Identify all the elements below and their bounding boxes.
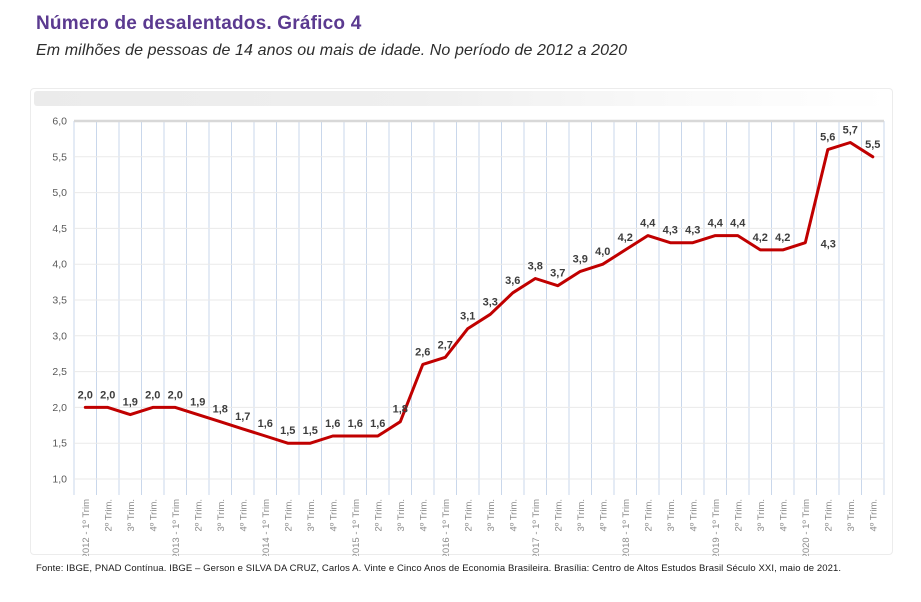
x-tick-label: 2013 - 1º Trim	[171, 499, 182, 556]
point-value-label: 4,3	[685, 225, 700, 237]
x-tick-label: 3º Trim.	[756, 499, 767, 532]
x-tick-label: 2º Trim.	[283, 499, 294, 532]
point-value-label: 3,9	[573, 253, 588, 265]
x-tick-label: 2º Trim.	[643, 499, 654, 532]
point-value-label: 4,0	[595, 246, 610, 258]
x-tick-label: 2º Trim.	[193, 499, 204, 532]
y-tick-label: 6,0	[52, 116, 67, 128]
x-tick-label: 2017 - 1º Trim	[531, 499, 542, 556]
point-value-label: 3,3	[483, 296, 498, 308]
point-value-label: 1,6	[325, 418, 340, 430]
x-tick-label: 4º Trim.	[148, 499, 159, 532]
point-value-label: 2,0	[100, 389, 115, 401]
y-tick-label: 4,5	[52, 223, 67, 235]
point-value-label: 2,6	[415, 346, 430, 358]
x-tick-label: 2º Trim.	[463, 499, 474, 532]
point-value-label: 4,4	[708, 218, 724, 230]
y-axis-labels: 6,0 5,5 5,0 4,5 4,0 3,5 3,0 2,5 2,0 1,5 1,0	[52, 116, 67, 486]
chart-top-strip	[34, 91, 889, 106]
x-tick-label: 4º Trim.	[688, 499, 699, 532]
x-tick-label: 3º Trim.	[216, 499, 227, 532]
x-tick-label: 2º Trim.	[373, 499, 384, 532]
point-value-label: 3,1	[460, 311, 475, 323]
x-tick-label: 4º Trim.	[508, 499, 519, 532]
y-tick-label: 2,0	[52, 402, 67, 414]
x-tick-label: 2014 - 1º Trim	[261, 499, 272, 556]
x-tick-label: 2019 - 1º Trim	[711, 499, 722, 556]
y-tick-label: 3,5	[52, 295, 67, 307]
point-value-label: 4,3	[663, 225, 678, 237]
vertical-gridlines	[73, 121, 885, 495]
y-tick-label: 1,0	[52, 474, 67, 486]
x-tick-label: 4º Trim.	[868, 499, 879, 532]
point-value-label: 4,2	[753, 232, 768, 244]
x-tick-label: 3º Trim.	[306, 499, 317, 532]
x-tick-label: 2018 - 1º Trim	[621, 499, 632, 556]
horizontal-gridlines	[74, 119, 884, 480]
point-value-label: 4,2	[618, 232, 633, 244]
x-tick-label: 3º Trim.	[396, 499, 407, 532]
point-value-label: 1,6	[370, 418, 385, 430]
point-value-label: 4,3	[821, 239, 836, 251]
x-tick-label: 2015 - 1º Trim	[351, 499, 362, 556]
y-tick-label: 2,5	[52, 366, 67, 378]
point-value-label: 3,7	[550, 268, 565, 280]
x-tick-label: 3º Trim.	[126, 499, 137, 532]
point-value-label: 2,0	[145, 389, 160, 401]
point-value-label: 4,4	[730, 218, 746, 230]
page-title: Número de desalentados. Gráfico 4	[36, 13, 362, 34]
x-tick-label: 3º Trim.	[486, 499, 497, 532]
point-value-label: 5,5	[865, 139, 880, 151]
x-tick-label: 4º Trim.	[238, 499, 249, 532]
point-value-label: 1,7	[235, 411, 250, 423]
point-value-label: 4,2	[775, 232, 790, 244]
point-value-label: 3,6	[505, 275, 520, 287]
series-line	[83, 141, 875, 445]
point-value-label: 1,9	[123, 397, 138, 409]
point-value-label: 1,9	[190, 397, 205, 409]
x-tick-label: 2º Trim.	[103, 499, 114, 532]
x-tick-label: 2016 - 1º Trim	[441, 499, 452, 556]
point-labels: 2,0 2,0 1,9 2,0 2,0 1,9 1,8 1,7 1,6 1,5 1,5 1,6 1,6 1…	[78, 124, 881, 437]
point-value-label: 1,8	[393, 404, 408, 416]
x-tick-label: 3º Trim.	[846, 499, 857, 532]
point-value-label: 2,0	[168, 389, 183, 401]
x-tick-label: 2º Trim.	[553, 499, 564, 532]
x-tick-label: 2º Trim.	[733, 499, 744, 532]
source-note: Fonte: IBGE, PNAD Contínua. IBGE – Gerso…	[36, 563, 842, 574]
y-tick-label: 1,5	[52, 438, 67, 450]
page-subtitle: Em milhões de pessoas de 14 anos ou mais…	[36, 42, 628, 59]
point-value-label: 5,6	[820, 132, 835, 144]
x-tick-label: 3º Trim.	[666, 499, 677, 532]
x-axis-labels: 2012 - 1º Trim 2º Trim. 3º Trim. 4º Trim. 20…	[81, 499, 880, 556]
point-value-label: 1,6	[348, 418, 363, 430]
point-value-label: 4,4	[640, 218, 656, 230]
x-tick-label: 4º Trim.	[778, 499, 789, 532]
y-tick-label: 3,0	[52, 330, 67, 342]
x-tick-label: 2020 - 1º Trim	[801, 499, 812, 556]
point-value-label: 1,5	[303, 425, 318, 437]
point-value-label: 5,7	[843, 124, 858, 136]
y-tick-label: 5,0	[52, 187, 67, 199]
point-value-label: 1,8	[213, 404, 228, 416]
x-tick-label: 4º Trim.	[598, 499, 609, 532]
line-chart: 6,0 5,5 5,0 4,5 4,0 3,5 3,0 2,5 2,0 1,5 1,0 2012 - …	[52, 116, 885, 556]
chart-container: 6,0 5,5 5,0 4,5 4,0 3,5 3,0 2,5 2,0 1,5 1,0 2012 - …	[30, 88, 893, 556]
point-value-label: 1,5	[280, 425, 295, 437]
y-tick-label: 4,0	[52, 259, 67, 271]
point-value-label: 1,6	[258, 418, 273, 430]
point-value-label: 3,8	[528, 261, 543, 273]
x-tick-label: 2º Trim.	[823, 499, 834, 532]
point-value-label: 2,0	[78, 389, 93, 401]
x-tick-label: 4º Trim.	[328, 499, 339, 532]
x-tick-label: 2012 - 1º Trim	[81, 499, 92, 556]
y-tick-label: 5,5	[52, 151, 67, 163]
x-tick-label: 3º Trim.	[576, 499, 587, 532]
point-value-label: 2,7	[438, 339, 453, 351]
x-tick-label: 4º Trim.	[418, 499, 429, 532]
